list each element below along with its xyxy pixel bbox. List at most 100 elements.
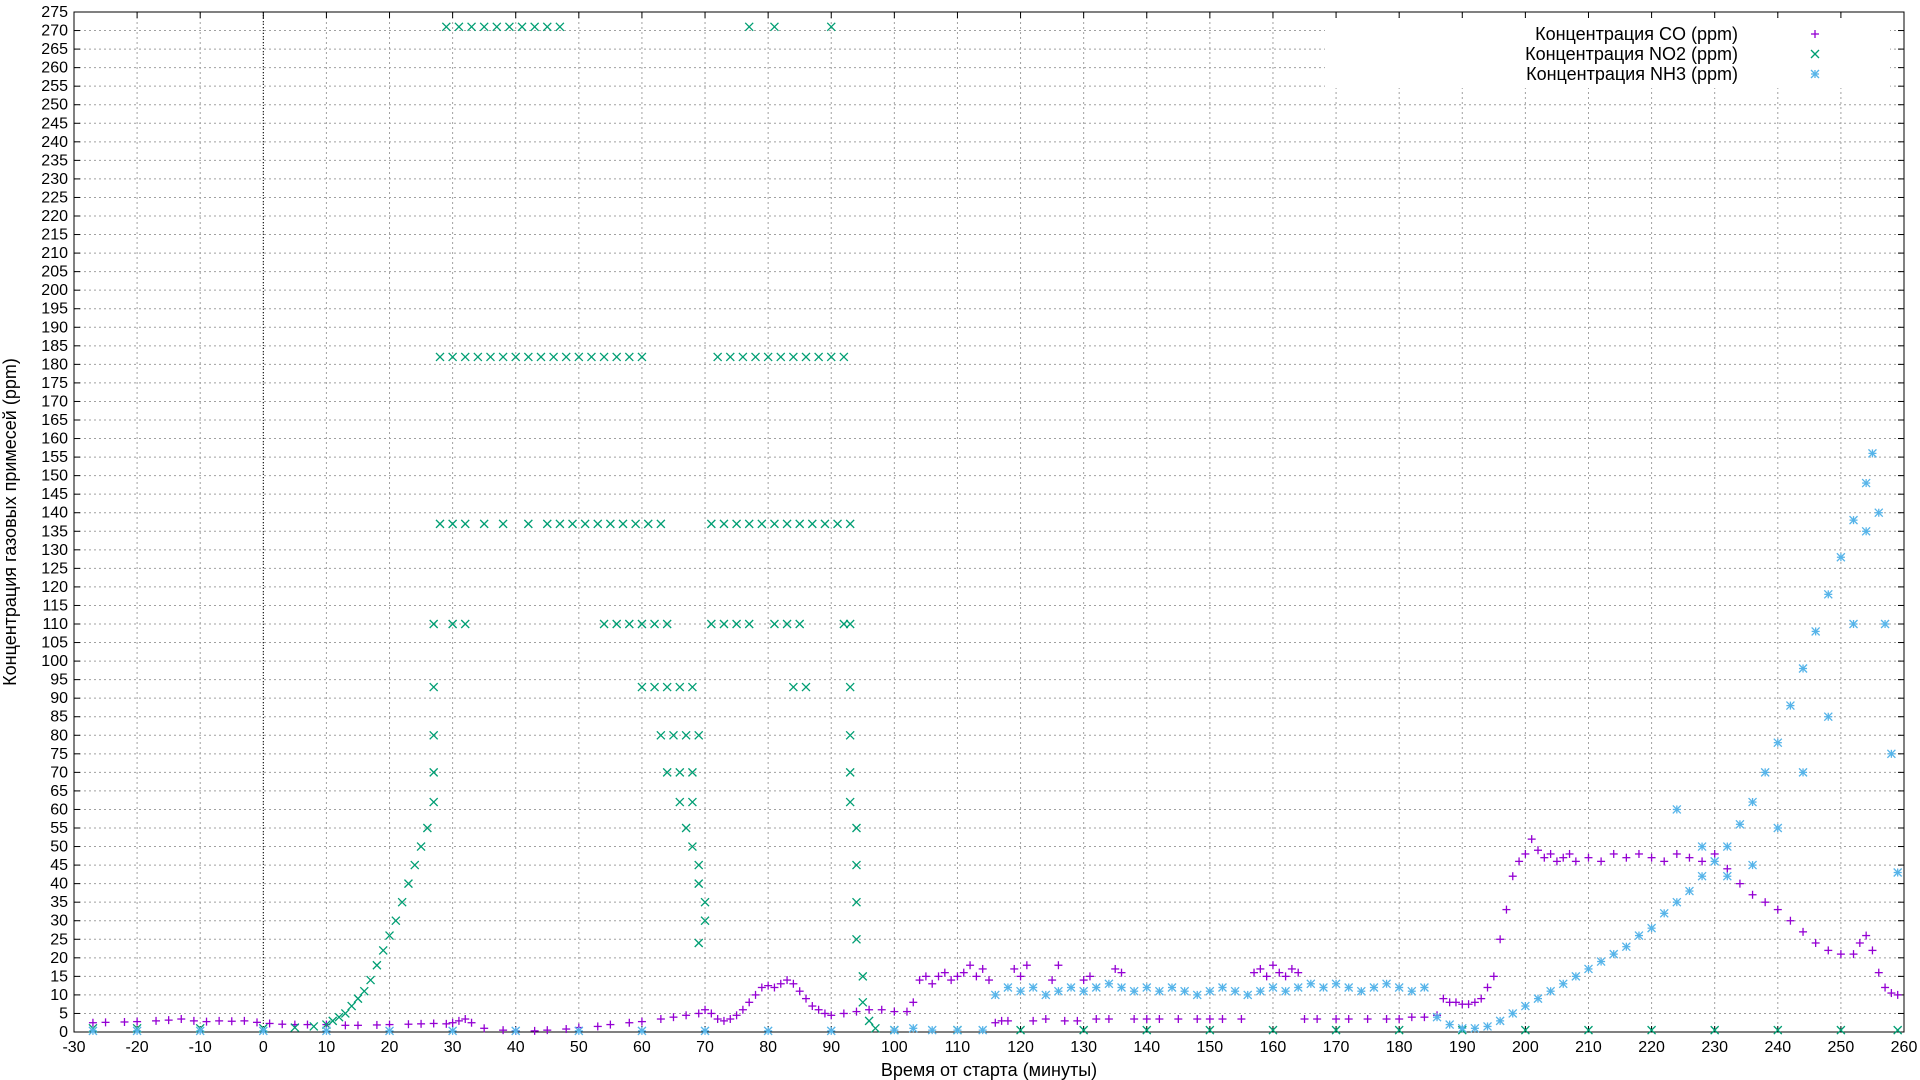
data-point (88, 1026, 98, 1036)
y-tick-label: 190 (41, 319, 68, 336)
data-point (959, 968, 968, 977)
marker-stroke (719, 519, 729, 529)
marker-stroke (1697, 842, 1707, 852)
data-point (1104, 979, 1114, 989)
data-point (341, 1021, 350, 1030)
data-point (1684, 886, 1694, 896)
data-point (858, 971, 868, 981)
data-point (429, 1019, 438, 1028)
data-point (227, 1017, 236, 1026)
data-point (783, 976, 792, 985)
marker-stroke (536, 352, 546, 362)
data-point (1079, 986, 1089, 996)
data-point (549, 352, 559, 362)
y-tick-label: 90 (50, 690, 68, 707)
marker-stroke (839, 619, 849, 629)
data-point (1275, 968, 1284, 977)
marker-stroke (1672, 897, 1682, 907)
data-point (833, 519, 843, 529)
marker-stroke (795, 519, 805, 529)
marker-stroke (776, 352, 786, 362)
data-point (675, 767, 685, 777)
y-tick-label: 55 (50, 820, 68, 837)
x-tick-label: 80 (759, 1039, 777, 1056)
data-point (1596, 957, 1606, 966)
data-point (328, 1016, 338, 1026)
marker-stroke (479, 519, 489, 529)
data-point (523, 519, 533, 529)
data-point (1313, 1015, 1322, 1024)
data-point (1634, 849, 1643, 858)
marker-stroke (523, 519, 533, 529)
marker-stroke (1710, 1025, 1720, 1035)
data-point (889, 1025, 899, 1035)
marker-stroke (511, 352, 521, 362)
data-point (1893, 868, 1903, 877)
marker-stroke (826, 352, 836, 362)
data-point (1294, 968, 1303, 977)
data-point (624, 619, 634, 629)
y-tick-label: 200 (41, 282, 68, 299)
marker-stroke (1810, 49, 1820, 59)
data-point (687, 842, 697, 852)
marker-stroke (561, 352, 571, 362)
marker-stroke (1483, 1021, 1492, 1031)
marker-stroke (687, 797, 697, 807)
marker-stroke (435, 352, 445, 362)
data-point (675, 797, 685, 807)
marker-stroke (624, 352, 634, 362)
marker-stroke (845, 767, 855, 777)
data-point (511, 1026, 521, 1036)
data-point (902, 1007, 911, 1016)
marker-stroke (88, 1026, 98, 1036)
data-point (385, 1026, 394, 1036)
y-tick-label: 130 (41, 542, 68, 559)
marker-stroke (1356, 986, 1366, 996)
marker-stroke (1773, 823, 1783, 833)
marker-stroke (1773, 738, 1783, 748)
marker-stroke (706, 519, 716, 529)
data-point (120, 1017, 129, 1026)
data-point (429, 619, 439, 629)
marker-stroke (706, 619, 716, 629)
data-point (448, 1026, 458, 1036)
data-point (561, 352, 571, 362)
data-point (435, 519, 445, 529)
x-tick-label: 170 (1323, 1039, 1350, 1056)
marker-stroke (1331, 979, 1341, 989)
marker-stroke (397, 897, 407, 907)
y-tick-label: 10 (50, 987, 68, 1004)
data-point (612, 352, 622, 362)
y-tick-label: 110 (42, 616, 68, 633)
data-point (637, 682, 647, 692)
marker-stroke (852, 823, 861, 833)
marker-stroke (1811, 626, 1821, 636)
x-tick-label: 0 (259, 1039, 268, 1056)
marker-stroke (1041, 990, 1051, 1000)
marker-stroke (845, 730, 855, 740)
marker-stroke (1394, 983, 1404, 992)
y-tick-label: 40 (50, 876, 68, 893)
data-point (1003, 1016, 1012, 1025)
data-point (1773, 738, 1783, 748)
marker-stroke (1205, 1025, 1215, 1035)
data-point (1584, 964, 1593, 974)
data-point (1647, 853, 1656, 862)
marker-stroke (839, 352, 849, 362)
data-point (1584, 1025, 1593, 1035)
data-point (385, 931, 394, 941)
y-tick-label: 45 (50, 857, 68, 874)
data-point (309, 1021, 319, 1031)
marker-stroke (769, 619, 779, 629)
data-point (555, 519, 565, 529)
data-point (1477, 994, 1486, 1003)
x-tick-label: -30 (62, 1039, 85, 1056)
data-point (391, 916, 401, 926)
marker-stroke (441, 22, 451, 32)
data-point (366, 975, 376, 985)
data-point (1862, 931, 1871, 940)
data-point (1893, 1025, 1903, 1035)
legend-label: Концентрация CO (ppm) (1535, 24, 1738, 44)
marker-stroke (366, 975, 376, 985)
data-point (745, 998, 754, 1007)
